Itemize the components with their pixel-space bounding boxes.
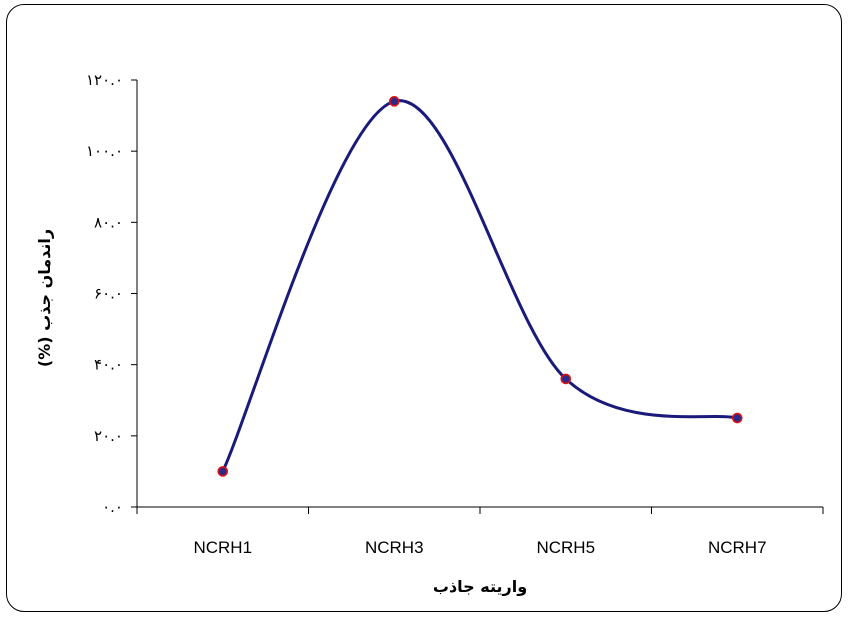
- series-line: [221, 99, 738, 473]
- data-point: [388, 96, 400, 107]
- plot-area: [217, 96, 743, 477]
- y-tick-label: ۱۰۰.۰: [86, 142, 123, 160]
- x-tick-label: NCRH7: [708, 538, 767, 557]
- y-axis-title: راندمان جذب (%): [35, 229, 54, 367]
- y-ticks: ۰.۰ ۲۰.۰ ۴۰.۰ ۶۰.۰ ۸۰.۰ ۱۰۰.۰ ۱۲۰.۰: [86, 71, 137, 516]
- chart-frame: [6, 4, 842, 612]
- y-tick-label: ۸۰.۰: [94, 213, 123, 231]
- y-tick-label: ۶۰.۰: [94, 285, 123, 303]
- chart-axes: [136, 80, 823, 508]
- y-tick-label: ۰.۰: [102, 498, 123, 516]
- y-tick-label: ۲۰.۰: [94, 427, 123, 445]
- x-tick-label: NCRH5: [536, 538, 595, 557]
- data-point: [731, 412, 743, 424]
- y-tick-label: ۱۲۰.۰: [86, 71, 123, 89]
- data-point: [217, 466, 229, 477]
- x-axis-title: واریته جاذب: [433, 577, 527, 596]
- x-tick-label: NCRH1: [193, 538, 252, 557]
- data-point: [560, 373, 572, 385]
- x-ticks: NCRH1 NCRH3 NCRH5 NCRH7: [136, 507, 824, 557]
- x-tick-label: NCRH3: [365, 538, 424, 557]
- y-tick-label: ۴۰.۰: [94, 356, 123, 374]
